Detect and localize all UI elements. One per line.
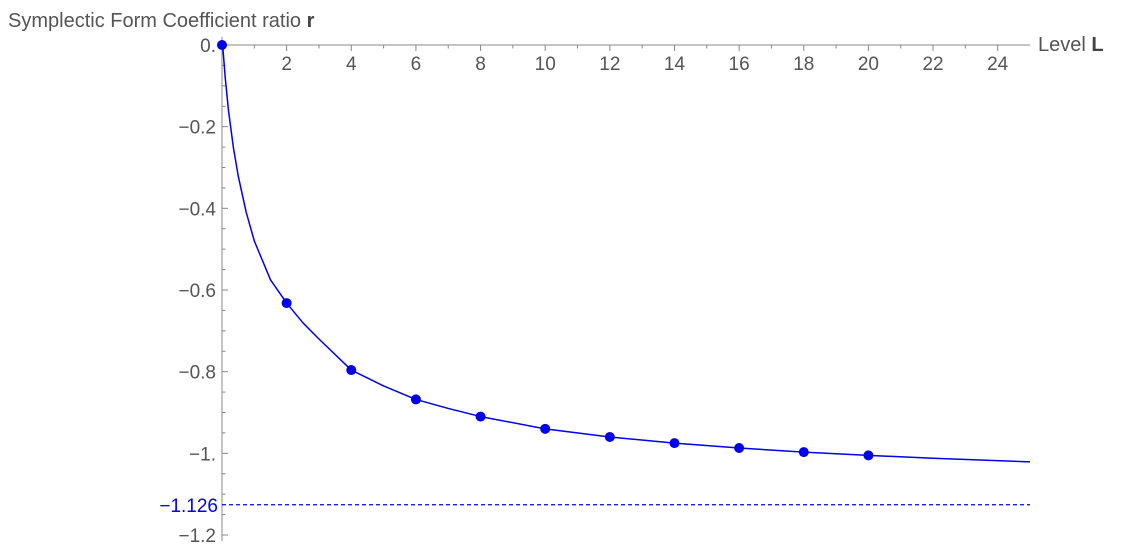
data-point	[281, 298, 292, 309]
x-tick-label: 24	[987, 54, 1009, 75]
y-tick-label: −0.2	[178, 118, 216, 139]
x-tick-label: 2	[281, 54, 292, 75]
asymptote: −1.126	[159, 496, 1030, 517]
data-point	[669, 438, 680, 449]
y-tick-label: 0.	[200, 36, 216, 57]
y-tick-label: −0.8	[178, 363, 216, 384]
data-point	[604, 432, 615, 442]
x-tick-label: 6	[411, 54, 422, 75]
data-point	[540, 423, 551, 434]
x-tick-label: 4	[346, 54, 357, 75]
x-tick-label: 18	[793, 54, 814, 75]
axes: 2 4 6 8 10 12 14 16 18 20 22 240.−0.2−0.4−0.6−0.8−1…	[178, 36, 1030, 546]
asymptote-label: −1.126	[159, 496, 218, 517]
data-point	[410, 394, 421, 405]
data-point	[798, 447, 809, 458]
data-point	[475, 411, 486, 422]
x-tick-label: 14	[664, 54, 686, 75]
y-tick-label: −1.2	[178, 526, 216, 546]
x-tick-label: 22	[922, 54, 943, 75]
x-tick-label: 20	[858, 54, 879, 75]
y-tick-label: −0.6	[178, 281, 216, 302]
data-point	[346, 365, 357, 376]
x-tick-label: 8	[475, 54, 486, 75]
data-point	[863, 450, 874, 461]
y-tick-label: −0.4	[178, 199, 216, 220]
fit-curve-line	[221, 44, 1031, 463]
data-point	[734, 443, 745, 454]
x-tick-label: 16	[729, 54, 750, 75]
x-tick-label: 12	[599, 54, 620, 75]
chart-title: Symplectic Form Coefficient ratio r	[8, 10, 315, 32]
data-point	[217, 40, 227, 50]
fit-curve	[221, 44, 1031, 463]
y-tick-label: −1.	[189, 444, 216, 465]
data-points	[217, 40, 874, 461]
x-axis-label: Level L	[1038, 34, 1104, 56]
x-tick-label: 10	[535, 54, 556, 75]
